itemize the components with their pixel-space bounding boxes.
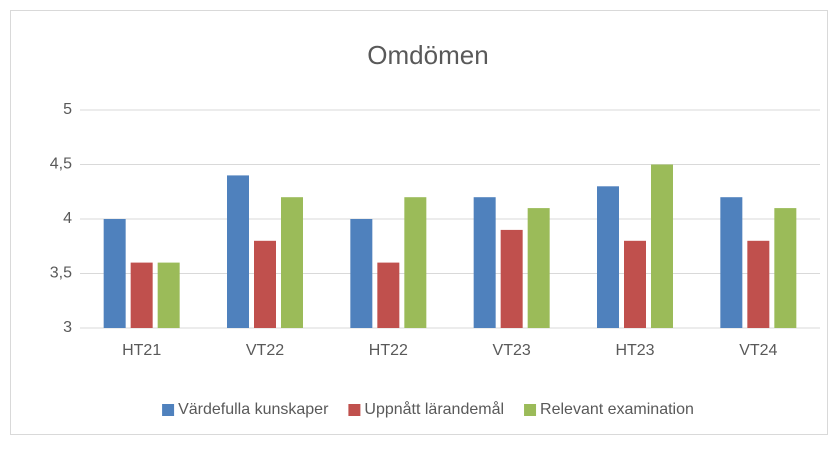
bar (350, 219, 373, 328)
legend-label: Relevant examination (540, 401, 694, 418)
legend-swatch (162, 404, 175, 416)
y-tick-label: 3 (63, 319, 72, 336)
bar (227, 175, 249, 328)
bar (130, 262, 153, 328)
bar (281, 197, 303, 328)
bar (774, 208, 797, 328)
legend-label: Värdefulla kunskaper (178, 401, 329, 418)
y-tick-label: 4,5 (50, 156, 72, 173)
bar (527, 208, 550, 328)
legend-swatch (348, 404, 361, 416)
bar (720, 197, 743, 328)
x-tick-label: HT23 (615, 342, 654, 359)
bar (377, 262, 400, 328)
x-tick-label: VT23 (493, 342, 531, 359)
x-tick-label: VT24 (739, 342, 777, 359)
bar (500, 229, 523, 328)
y-tick-label: 5 (63, 101, 72, 118)
bar (404, 197, 427, 328)
bar (157, 262, 180, 328)
legend-swatch (524, 404, 537, 416)
x-tick-label: VT22 (246, 342, 284, 359)
bar (473, 197, 496, 328)
bar (103, 219, 126, 328)
y-tick-label: 3,5 (50, 265, 72, 282)
bar (597, 186, 619, 328)
legend-label: Uppnått lärandemål (364, 400, 504, 418)
bar (624, 240, 646, 328)
bar (254, 240, 276, 328)
chart-title: Omdömen (367, 40, 488, 70)
y-tick-label: 4 (63, 210, 72, 227)
x-tick-label: HT21 (122, 342, 161, 359)
bar (747, 240, 770, 328)
bar (651, 164, 673, 328)
x-tick-label: HT22 (369, 342, 408, 359)
